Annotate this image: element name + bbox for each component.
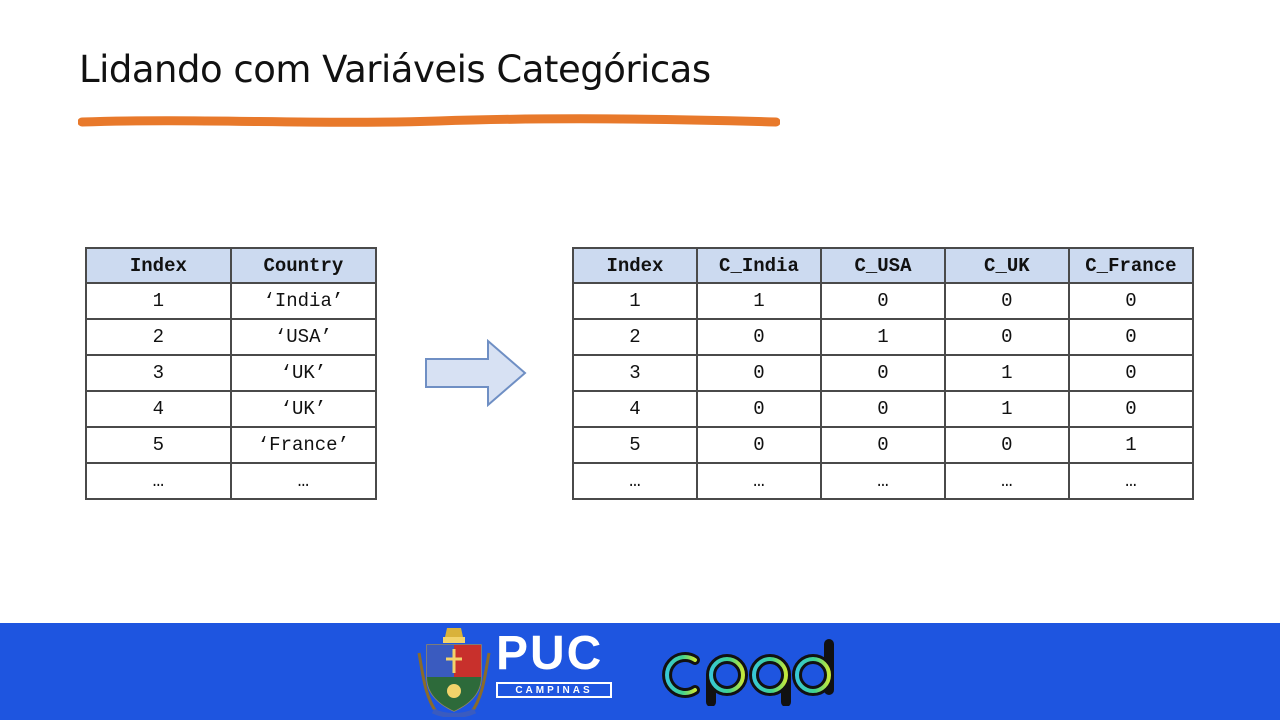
table-cell: …	[820, 462, 946, 500]
table-cell: …	[229, 462, 378, 500]
table-row: 2 ‘USA’	[85, 318, 378, 356]
right-arrow-icon	[425, 339, 527, 407]
table-cell: 1	[572, 282, 698, 320]
table-cell: 1	[820, 318, 946, 356]
table-cell: 5	[572, 426, 698, 464]
table-cell: 0	[695, 390, 823, 428]
table-row: 1 ‘India’	[85, 282, 378, 320]
footer-bar	[0, 623, 1280, 720]
title-underline	[78, 114, 780, 127]
table-cell: 4	[85, 390, 232, 428]
table-cell: ‘USA’	[229, 318, 378, 356]
table-cell: 0	[1067, 354, 1195, 392]
country-table-header-index: Index	[85, 247, 232, 284]
table-cell: 1	[695, 282, 823, 320]
table-cell: 0	[695, 318, 823, 356]
table-cell: ‘France’	[229, 426, 378, 464]
slide-title: Lidando com Variáveis Categóricas	[79, 48, 711, 91]
one-hot-table-header-c-india: C_India	[695, 247, 823, 284]
one-hot-table-header-index: Index	[572, 247, 698, 284]
puc-logo-text: PUC	[496, 627, 604, 680]
table-row: ……	[85, 462, 378, 500]
table-cell: …	[695, 462, 823, 500]
table-cell: 0	[1067, 390, 1195, 428]
table-cell: 2	[572, 318, 698, 356]
table-cell: 0	[820, 426, 946, 464]
table-cell: 3	[85, 354, 232, 392]
table-row: 4 ‘UK’	[85, 390, 378, 428]
table-cell: ‘UK’	[229, 354, 378, 392]
one-hot-table-header-c-france: C_France	[1067, 247, 1195, 284]
table-cell: 0	[1067, 318, 1195, 356]
table-cell: 0	[820, 354, 946, 392]
country-table-header-country: Country	[229, 247, 378, 284]
country-table: Index Country 1 ‘India’ 2 ‘USA’ 3 ‘UK’ 4 ‘UK’ 5 ‘F…	[85, 247, 378, 500]
table-cell: 2	[85, 318, 232, 356]
table-row: ……………	[572, 462, 1195, 500]
table-cell: 1	[943, 354, 1070, 392]
table-row: 3 ‘UK’	[85, 354, 378, 392]
table-cell: 1	[1067, 426, 1195, 464]
table-cell: …	[85, 462, 232, 500]
table-cell: 5	[85, 426, 232, 464]
table-cell: 0	[943, 318, 1070, 356]
table-cell: ‘India’	[229, 282, 378, 320]
table-cell: 0	[820, 390, 946, 428]
one-hot-table-header-c-uk: C_UK	[943, 247, 1070, 284]
table-cell: 0	[695, 354, 823, 392]
table-cell: 4	[572, 390, 698, 428]
puc-logo-subtitle: CAMPINAS	[496, 682, 612, 698]
table-cell: …	[572, 462, 698, 500]
table-cell: …	[1067, 462, 1195, 500]
table-cell: 0	[943, 426, 1070, 464]
table-cell: …	[943, 462, 1070, 500]
coat-of-arms-icon	[417, 628, 491, 717]
table-cell: 1	[85, 282, 232, 320]
table-cell: 0	[695, 426, 823, 464]
table-row: 5 ‘France’	[85, 426, 378, 464]
table-cell: 3	[572, 354, 698, 392]
one-hot-table-header-c-usa: C_USA	[820, 247, 946, 284]
cpqd-logo	[662, 639, 834, 706]
table-cell: ‘UK’	[229, 390, 378, 428]
table-cell: 0	[943, 282, 1070, 320]
table-cell: 0	[1067, 282, 1195, 320]
table-cell: 1	[943, 390, 1070, 428]
table-cell: 0	[820, 282, 946, 320]
